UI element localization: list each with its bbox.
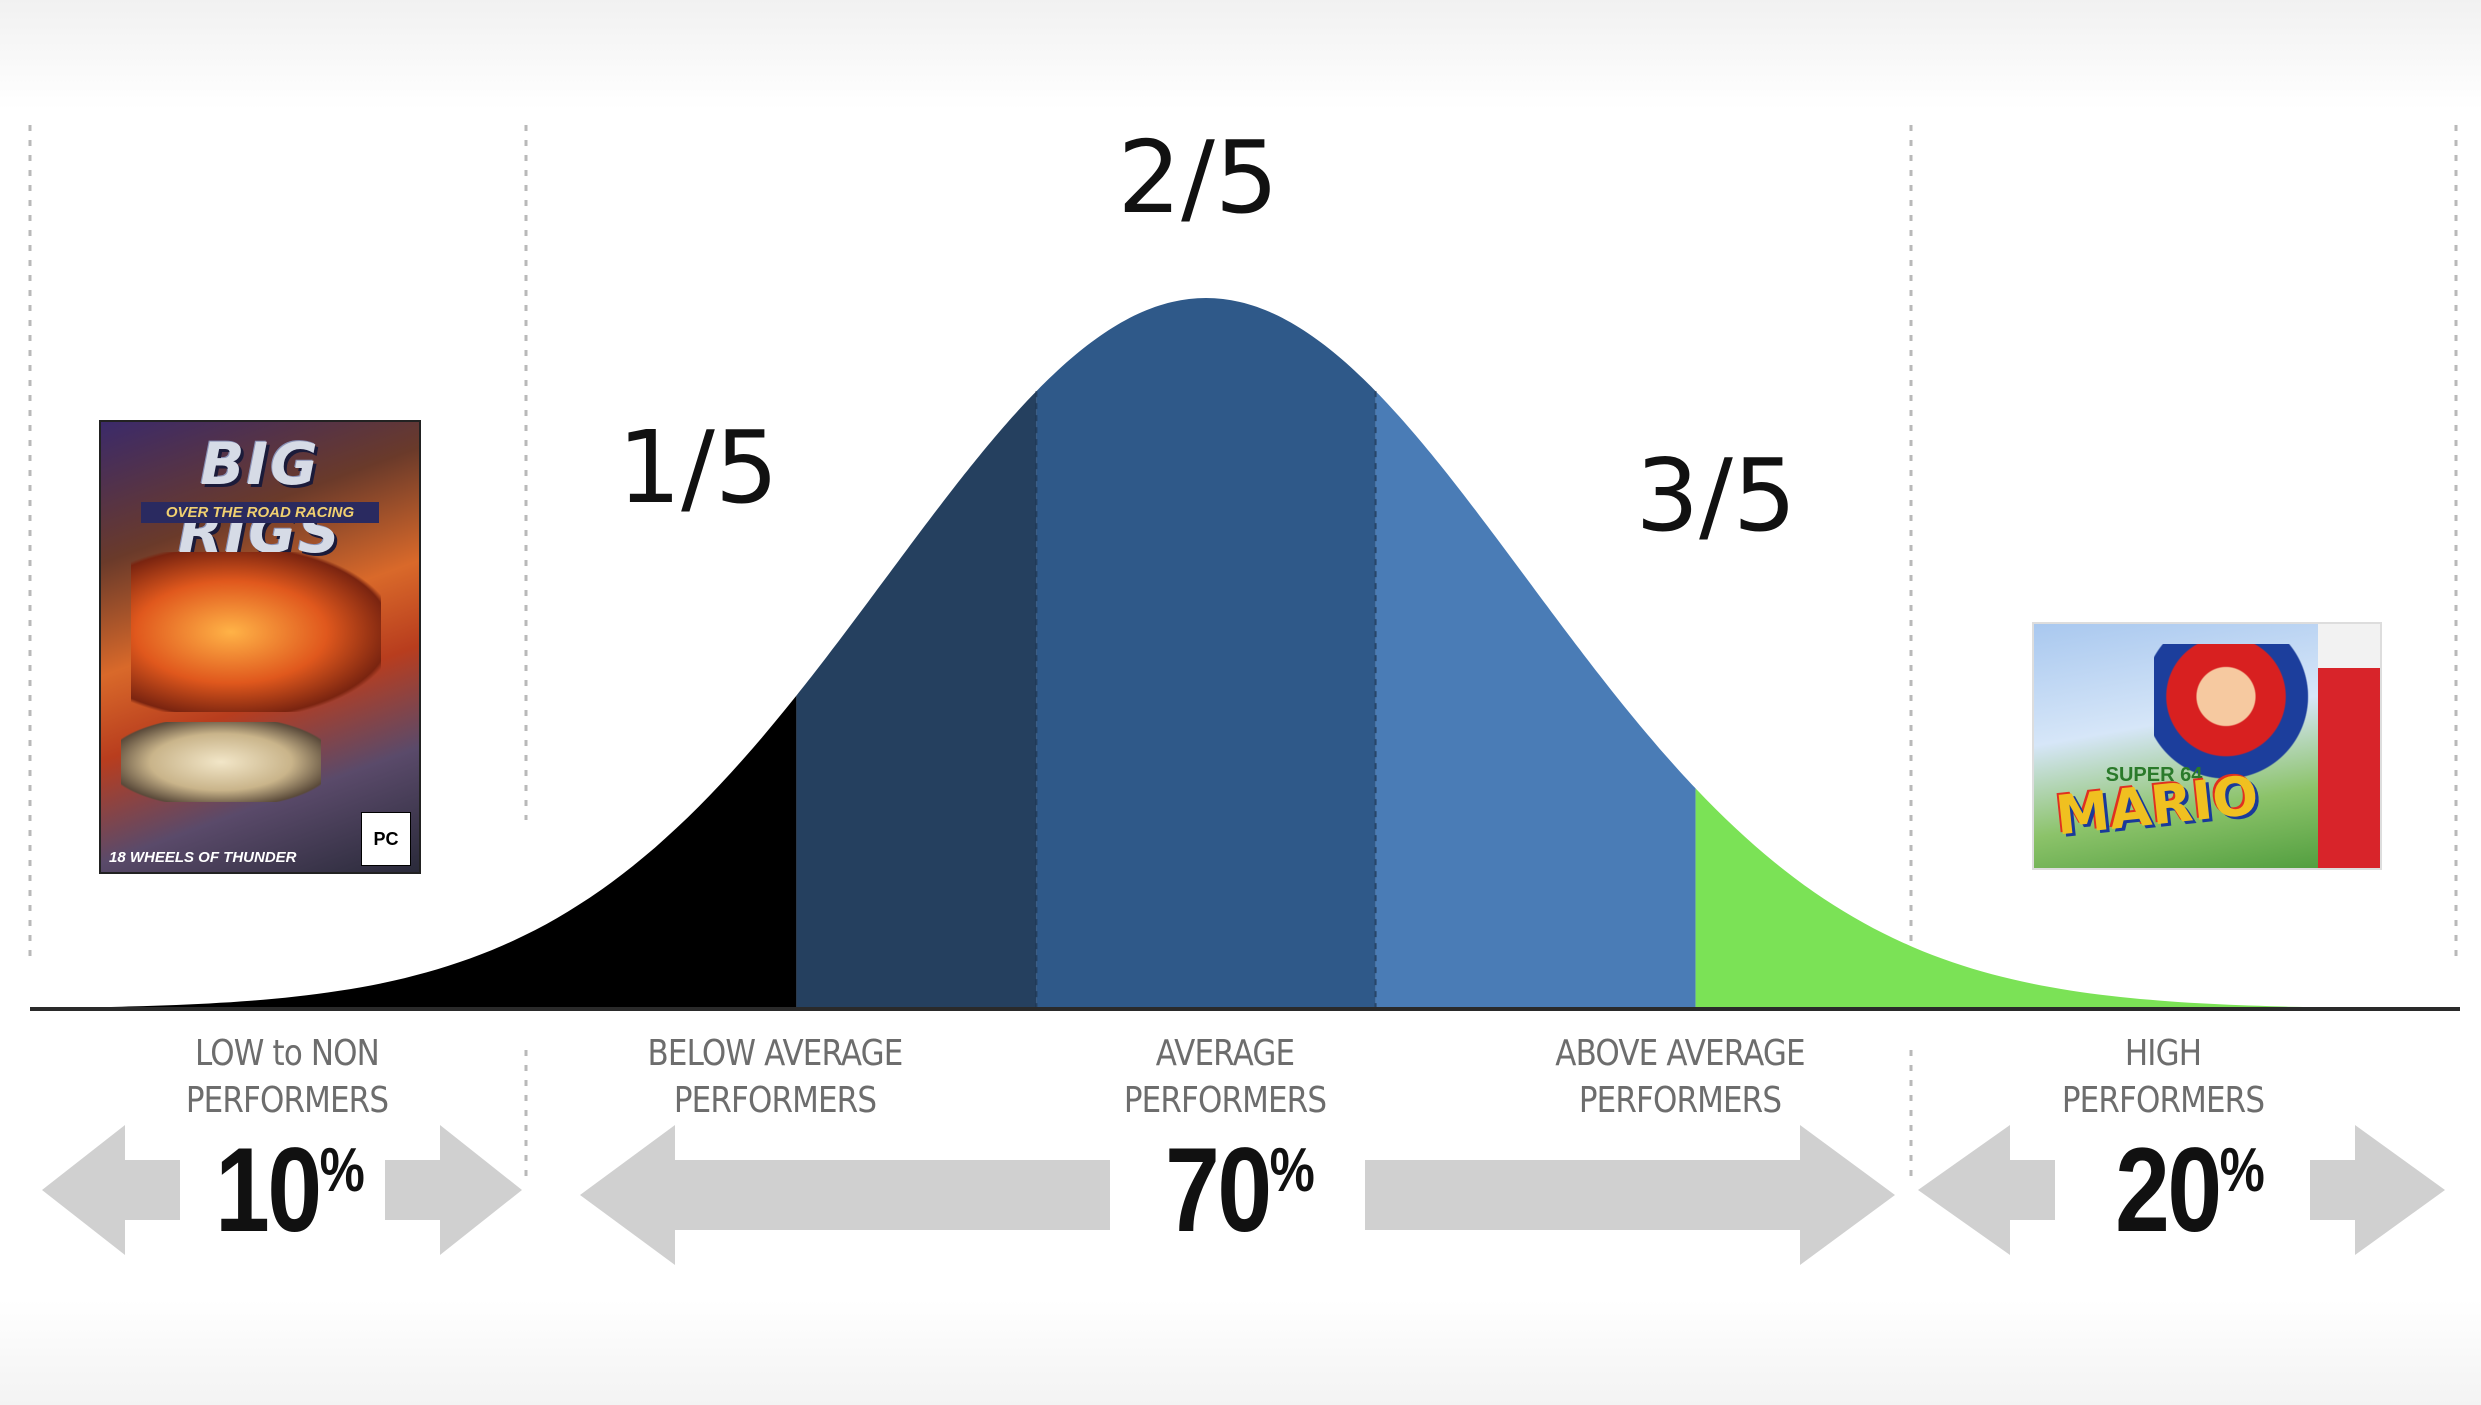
percent-low-sign: % — [319, 1136, 365, 1205]
label-below-average: BELOW AVERAGE PERFORMERS — [612, 1030, 939, 1124]
below-average-rating: 1/5 — [617, 409, 779, 526]
arrow-low-left — [42, 1125, 180, 1255]
label-average-line1: AVERAGE — [1155, 1033, 1295, 1074]
percent-high-sign: % — [2219, 1136, 2265, 1205]
label-below-line2: PERFORMERS — [673, 1080, 877, 1121]
big-rigs-subtitle: OVER THE ROAD RACING — [141, 502, 379, 523]
curve-segments — [30, 298, 2460, 1009]
label-high-line2: PERFORMERS — [2061, 1080, 2265, 1121]
label-high-line1: HIGH — [2124, 1033, 2202, 1074]
super-mario-64-cover-image: SUPER 64 MARIO — [2032, 622, 2382, 870]
big-rigs-cover-image: BIG RIGS OVER THE ROAD RACING 18 WHEELS … — [99, 420, 421, 874]
curve-segment-4 — [1375, 391, 1696, 1009]
label-average: AVERAGE PERFORMERS — [1062, 1030, 1389, 1124]
big-rigs-tagline: 18 WHEELS OF THUNDER — [109, 849, 297, 866]
arrow-low-right — [385, 1125, 522, 1255]
arrow-high-right — [2310, 1125, 2445, 1255]
truck-illustration — [131, 552, 381, 712]
label-above-line1: ABOVE AVERAGE — [1555, 1033, 1805, 1074]
arrow-high-left — [1918, 1125, 2055, 1255]
percent-low-value: 10 — [215, 1123, 322, 1257]
arrows — [42, 1125, 2445, 1265]
car-illustration — [121, 722, 321, 802]
label-low-line1: LOW to NON — [195, 1033, 380, 1074]
curve-segment-1 — [30, 695, 797, 1009]
label-below-line1: BELOW AVERAGE — [647, 1033, 904, 1074]
percent-high: 20% — [2059, 1130, 2321, 1250]
percent-low: 10% — [159, 1130, 421, 1250]
curve-segment-5 — [1695, 788, 2460, 1009]
label-low-line2: PERFORMERS — [185, 1080, 389, 1121]
pc-badge: PC — [361, 812, 411, 866]
label-average-line2: PERFORMERS — [1123, 1080, 1327, 1121]
percent-high-value: 20 — [2115, 1123, 2222, 1257]
big-rigs-title: BIG RIGS — [178, 430, 342, 566]
arrow-middle-left — [580, 1125, 1110, 1265]
arrow-middle-right — [1365, 1125, 1895, 1265]
curve-segment-2 — [796, 391, 1037, 1009]
average-rating: 2/5 — [1117, 119, 1279, 236]
label-high-performers: HIGH PERFORMERS — [2000, 1030, 2327, 1124]
percent-middle-sign: % — [1269, 1136, 1315, 1205]
mario-pre-title: SUPER 64 — [2105, 764, 2203, 786]
above-average-rating: 3/5 — [1635, 437, 1797, 554]
label-above-line2: PERFORMERS — [1578, 1080, 1782, 1121]
n64-red-band — [2318, 624, 2380, 868]
percent-middle: 70% — [1109, 1130, 1371, 1250]
percent-middle-value: 70 — [1165, 1123, 1272, 1257]
mario-illustration — [2154, 644, 2314, 794]
curve-segment-3 — [1036, 298, 1376, 1009]
label-above-average: ABOVE AVERAGE PERFORMERS — [1517, 1030, 1844, 1124]
section-dividers — [28, 125, 2458, 1180]
label-low-performers: LOW to NON PERFORMERS — [124, 1030, 451, 1124]
